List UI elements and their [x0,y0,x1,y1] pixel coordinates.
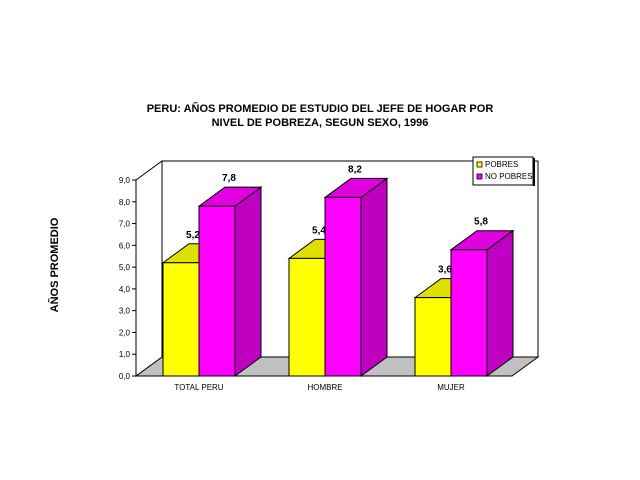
chart-title-line2: NIVEL DE POBREZA, SEGUN SEXO, 1996 [211,117,429,129]
bar-side [486,229,514,377]
y-tick-label: 7,0 [119,220,131,229]
data-label: 5,4 [312,225,326,236]
bar-side [234,186,262,377]
y-tick-label: 6,0 [119,241,131,250]
y-tick-label: 8,0 [119,198,131,207]
data-label: 5,2 [186,230,200,241]
data-label: 8,2 [348,164,362,175]
bar [414,297,452,377]
legend-swatch [476,173,483,180]
chart-side-wall [135,160,163,377]
y-tick-label: 3,0 [119,307,131,316]
x-category-label: HOMBRE [307,383,342,392]
y-tick-label: 0,0 [119,372,131,381]
data-label: 7,8 [222,173,236,184]
bar-side [360,177,388,377]
y-tick-label: 5,0 [119,263,131,272]
x-category-label: TOTAL PERU [174,383,223,392]
legend-label: NO POBRES [485,172,533,181]
legend-label: POBRES [485,160,518,169]
x-category-label: MUJER [437,383,465,392]
bar [162,262,200,377]
data-label: 5,8 [474,217,488,228]
legend-swatch [476,161,483,168]
y-tick-label: 2,0 [119,328,131,337]
bar [450,249,488,377]
data-label: 3,6 [438,265,452,276]
bar [324,196,362,377]
chart-title-line1: PERU: AÑOS PROMEDIO DE ESTUDIO DEL JEFE … [146,103,494,115]
bar [288,257,326,377]
y-tick-label: 1,0 [119,350,131,359]
y-tick-label: 4,0 [119,285,131,294]
y-tick-label: 9,0 [119,176,131,185]
bar [198,205,236,377]
